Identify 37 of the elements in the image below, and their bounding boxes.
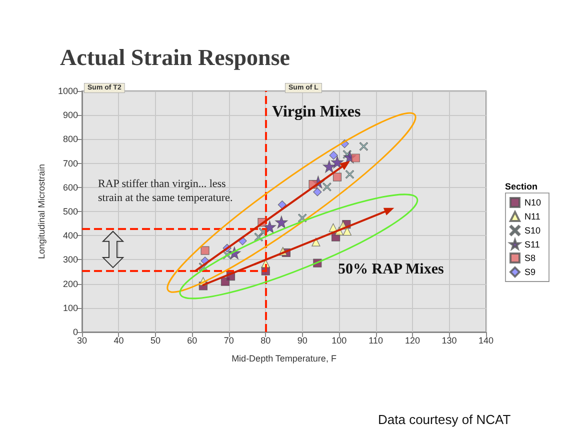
y-tick-label: 800 xyxy=(62,134,78,144)
legend-label: S10 xyxy=(524,226,541,236)
x-tick-label: 90 xyxy=(297,336,308,346)
text: Data courtesy of NCAT xyxy=(378,412,511,427)
x-tick-label: 30 xyxy=(76,336,88,346)
x-tick-label: 100 xyxy=(332,336,347,346)
chart-title: Actual Strain Response xyxy=(60,45,290,70)
legend-label: S9 xyxy=(524,267,536,278)
y-tick-label: 1000 xyxy=(58,86,78,96)
legend-label: N11 xyxy=(524,212,540,222)
annotation: Virgin Mixes xyxy=(272,104,361,120)
x-tick-label: 140 xyxy=(478,336,494,346)
x-tick-label: 70 xyxy=(224,336,234,346)
x-tick-label: 50 xyxy=(150,336,160,346)
x-axis-title: Mid-Depth Temperature, F xyxy=(232,354,337,364)
y-tick-label: 700 xyxy=(62,158,78,168)
y-tick-label: 0 xyxy=(72,327,78,337)
x-tick-label: 80 xyxy=(260,336,271,346)
x-tick-label: 60 xyxy=(187,336,198,346)
y-tick-label: 100 xyxy=(62,302,78,313)
x-tick-label: 40 xyxy=(114,336,124,346)
y-tick-label: 900 xyxy=(62,110,78,120)
legend-title: Section xyxy=(505,182,538,192)
annotation: 50% RAP Mixes xyxy=(338,262,444,278)
annotation: RAP stiffer than virgin... less strain at the same temperature. xyxy=(98,178,233,204)
y-tick-label: 300 xyxy=(62,254,78,265)
x-tick-label: 110 xyxy=(368,336,383,346)
legend-label: N10 xyxy=(524,198,542,208)
y-tick-label: 500 xyxy=(62,206,78,216)
y-axis-title: Longitudinal Microstrain xyxy=(36,164,46,260)
y-tick-label: 400 xyxy=(62,230,78,241)
legend-label: S8 xyxy=(524,253,536,264)
y-tick-label: 200 xyxy=(62,278,78,289)
legend-label: S11 xyxy=(524,239,540,250)
x-tick-label: 120 xyxy=(405,336,420,346)
y-tick-label: 600 xyxy=(62,182,78,192)
x-tick-label: 130 xyxy=(442,336,457,346)
